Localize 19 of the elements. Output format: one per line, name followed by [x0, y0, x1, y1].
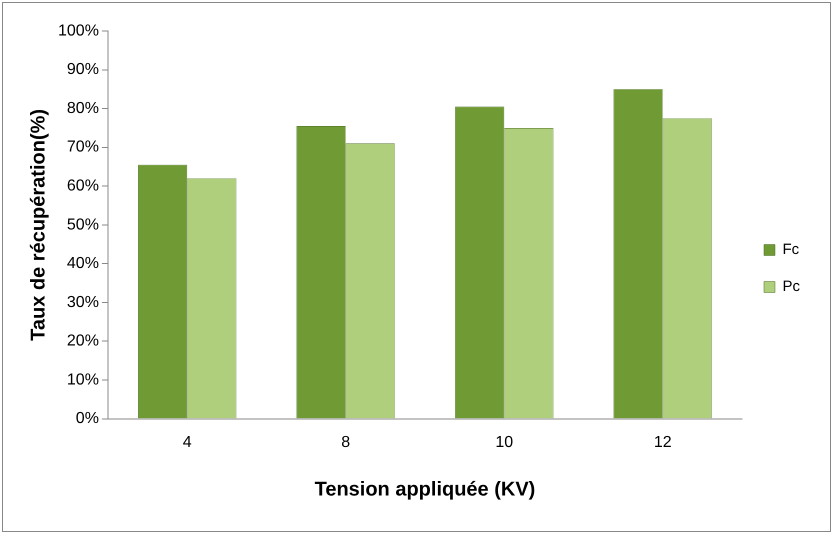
y-axis-title: Taux de récupération(%) [28, 108, 50, 341]
y-tick-label: 10% [66, 371, 99, 388]
x-axis-title: Tension appliquée (KV) [314, 478, 536, 501]
y-tick-label: 90% [66, 61, 99, 78]
y-tick-label: 20% [66, 332, 99, 350]
legend-label: Fc [782, 241, 800, 258]
y-tick-label: 100% [58, 22, 99, 40]
y-tick-label: 40% [66, 255, 99, 272]
y-tick-label: 50% [66, 216, 99, 234]
y-tick-label: 60% [66, 178, 99, 195]
y-tick-label: 0% [76, 410, 99, 428]
legend-label: Pc [782, 278, 800, 296]
x-tick-label: 12 [654, 434, 672, 451]
x-tick-label: 8 [341, 434, 350, 451]
x-tick-label: 4 [182, 434, 192, 451]
y-tick-label: 80% [66, 100, 99, 117]
x-tick-label: 10 [495, 434, 514, 451]
y-tick-label: 70% [66, 138, 99, 156]
y-tick-label: 30% [66, 294, 99, 311]
